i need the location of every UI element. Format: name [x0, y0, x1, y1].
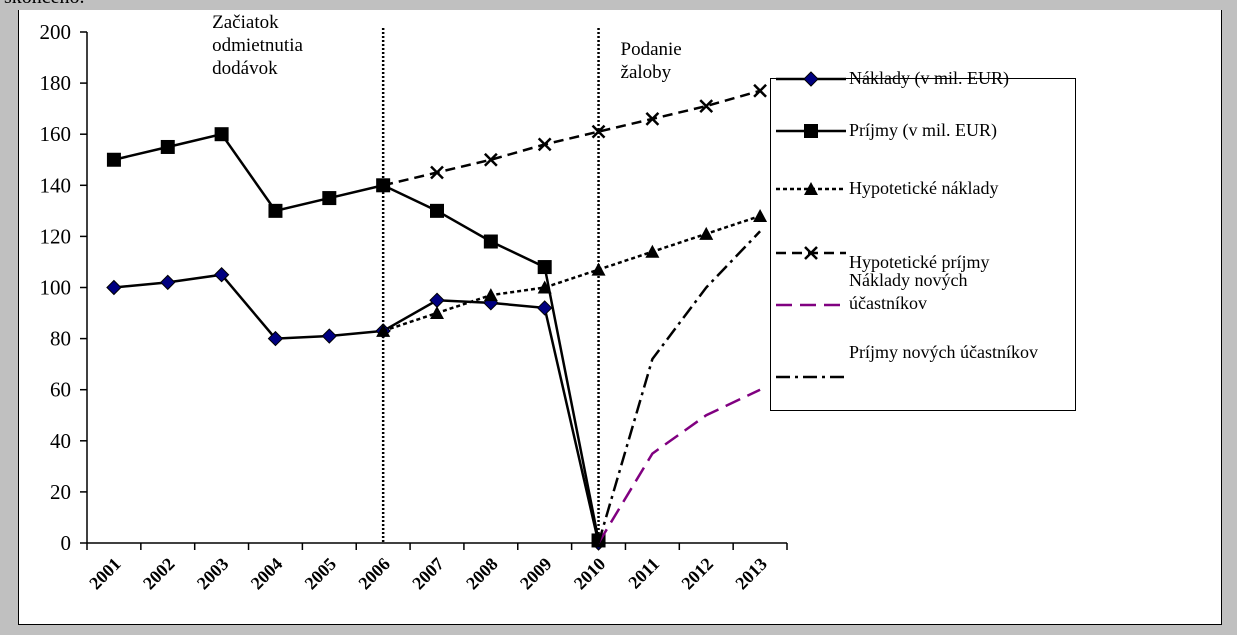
- marker: [214, 127, 229, 142]
- marker: [804, 246, 818, 260]
- marker: [106, 279, 122, 296]
- annotation: Začiatok odmietnutia dodávok: [212, 12, 303, 79]
- legend-swatch: [776, 124, 846, 138]
- series-line: [113, 273, 600, 544]
- legend-label: Hypotetické náklady: [849, 178, 999, 198]
- x-tick-label: 2013: [731, 554, 771, 594]
- legend-swatch: [776, 182, 846, 195]
- marker: [321, 328, 338, 344]
- y-tick-label: 60: [50, 378, 71, 402]
- marker: [429, 292, 445, 308]
- marker: [645, 111, 660, 126]
- legend-label: Náklady (v mil. EUR): [849, 68, 1009, 88]
- marker: [267, 330, 284, 347]
- y-tick-label: 160: [40, 122, 72, 146]
- marker: [376, 323, 391, 337]
- marker: [645, 244, 660, 258]
- legend-label: Príjmy nových účastníkov: [849, 342, 1038, 362]
- x-tick-label: 2003: [193, 554, 233, 594]
- y-tick-label: 200: [40, 20, 72, 44]
- legend-swatch: [776, 246, 846, 260]
- marker: [322, 191, 337, 206]
- marker: [430, 165, 444, 180]
- x-tick-label: 2002: [139, 554, 179, 594]
- x-tick-label: 2006: [354, 554, 394, 594]
- series-line: [113, 132, 600, 541]
- x-tick-label: 2009: [516, 554, 556, 594]
- header-text: skončeno.: [4, 0, 85, 9]
- legend-swatch: [776, 71, 846, 87]
- annotation: Podanie žaloby: [620, 39, 682, 83]
- x-tick-label: 2007: [408, 554, 448, 594]
- y-tick-label: 40: [50, 429, 71, 453]
- legend-swatch: [776, 303, 846, 307]
- marker: [376, 178, 391, 193]
- series-line: [597, 230, 761, 544]
- marker: [699, 99, 714, 113]
- y-tick-label: 180: [40, 71, 72, 95]
- marker: [160, 139, 175, 154]
- marker: [483, 152, 498, 167]
- x-tick-label: 2012: [677, 554, 717, 594]
- x-tick-label: 2008: [462, 554, 502, 594]
- x-tick-label: 2005: [301, 554, 341, 594]
- series-line: [382, 214, 761, 333]
- marker: [268, 203, 283, 218]
- x-tick-label: 2011: [624, 554, 663, 593]
- legend-label: Príjmy (v mil. EUR): [849, 120, 997, 140]
- marker: [536, 300, 553, 316]
- marker: [483, 234, 498, 249]
- marker: [213, 267, 230, 283]
- y-tick-label: 140: [40, 173, 72, 197]
- legend-label: Náklady nových účastníkov: [849, 270, 968, 313]
- marker: [804, 124, 818, 138]
- marker: [430, 203, 444, 218]
- x-tick-label: 2004: [247, 554, 287, 594]
- x-tick-label: 2001: [85, 554, 125, 594]
- marker: [537, 260, 552, 275]
- y-tick-label: 20: [50, 480, 71, 504]
- series-line: [597, 388, 761, 544]
- x-tick-label: 2010: [570, 554, 610, 594]
- marker: [591, 124, 606, 139]
- y-tick-label: 0: [61, 531, 72, 555]
- y-tick-label: 100: [40, 276, 72, 300]
- marker: [699, 226, 714, 240]
- marker: [430, 306, 444, 320]
- marker: [753, 208, 768, 222]
- legend: Náklady (v mil. EUR) Príjmy (v mil. EUR) H…: [770, 68, 1076, 411]
- marker: [483, 288, 498, 302]
- legend-label: Hypotetické príjmy: [849, 252, 990, 272]
- marker: [804, 182, 818, 195]
- marker: [537, 280, 552, 294]
- legend-swatch: [776, 375, 846, 379]
- marker: [106, 152, 121, 167]
- marker: [753, 83, 767, 98]
- marker: [591, 262, 606, 276]
- marker: [160, 274, 176, 291]
- y-tick-label: 80: [50, 327, 71, 351]
- series-line: [382, 89, 761, 187]
- marker: [803, 71, 819, 87]
- y-tick-label: 120: [40, 224, 72, 248]
- marker: [537, 137, 552, 152]
